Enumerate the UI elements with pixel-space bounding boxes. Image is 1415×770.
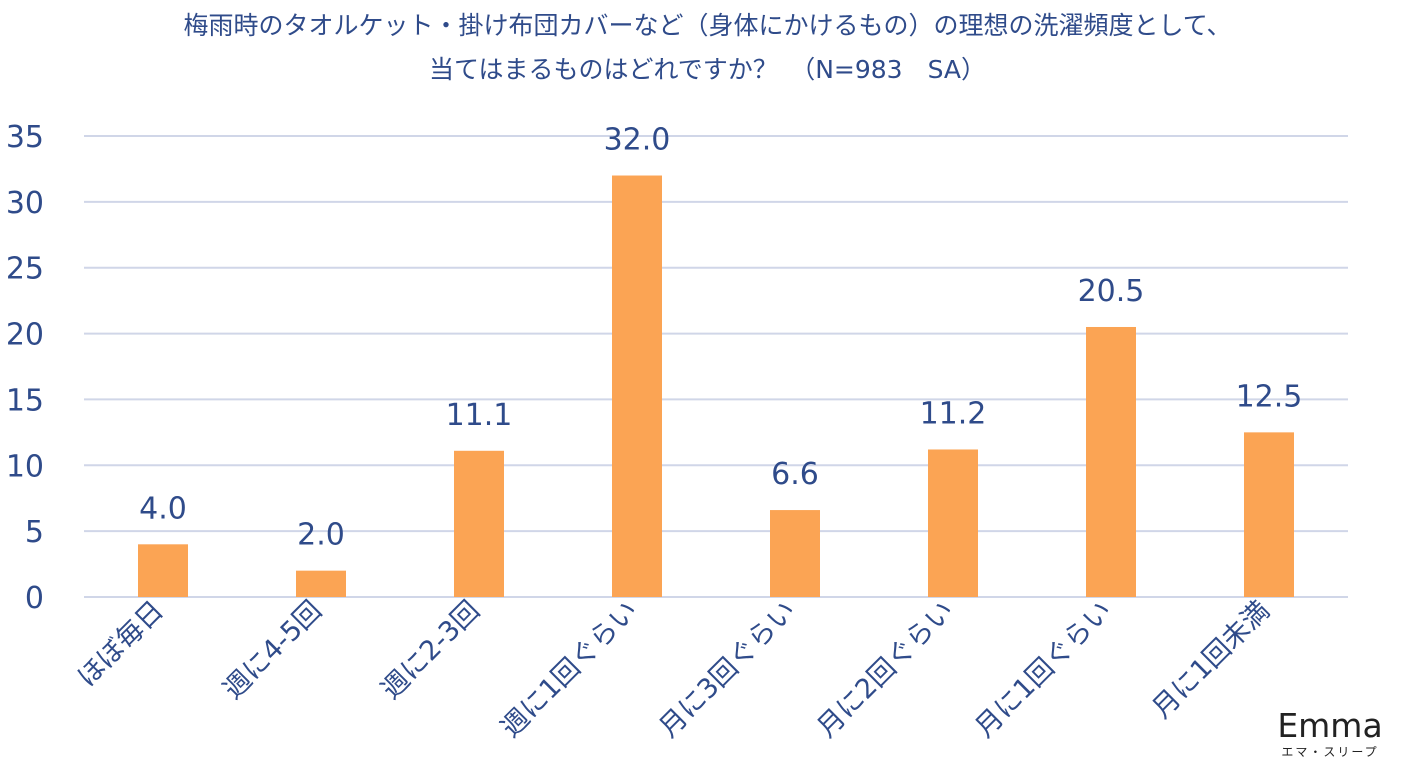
data-label: 11.1 <box>446 398 513 433</box>
chart-title-line-1: 梅雨時のタオルケット・掛け布団カバーなど（身体にかけるもの）の理想の洗濯頻度とし… <box>183 11 1232 40</box>
bar <box>612 175 662 597</box>
data-label: 20.5 <box>1078 274 1145 309</box>
x-axis-ticks: ほぼ毎日 週に4-5回 週に2-3回 週に1回ぐらい 月に3回ぐらい 月に2回ぐらい 月に1… <box>72 595 1276 744</box>
data-label: 11.2 <box>920 396 987 431</box>
x-tick-label: 週に1回ぐらい <box>495 595 644 744</box>
bar <box>138 544 188 597</box>
data-labels: 4.0 2.0 11.1 32.0 6.6 11.2 20.5 12.5 <box>139 123 1302 553</box>
x-tick-label: 週に4-5回 <box>218 595 328 705</box>
bar <box>296 570 346 597</box>
x-tick-label: 月に1回ぐらい <box>969 595 1118 744</box>
y-tick-label: 5 <box>25 515 44 550</box>
bar <box>770 510 820 597</box>
y-axis-ticks: 0 5 10 15 20 25 30 35 <box>6 120 44 616</box>
y-tick-label: 15 <box>6 383 44 418</box>
chart-title: 梅雨時のタオルケット・掛け布団カバーなど（身体にかけるもの）の理想の洗濯頻度とし… <box>0 4 1415 92</box>
logo-wordmark: Emma <box>1277 706 1383 745</box>
bar <box>454 450 504 597</box>
bar <box>928 449 978 597</box>
data-label: 12.5 <box>1236 379 1303 414</box>
y-tick-label: 0 <box>25 581 44 616</box>
x-tick-label: 月に3回ぐらい <box>653 595 802 744</box>
bar <box>1244 432 1294 597</box>
x-tick-label: 月に1回未満 <box>1146 595 1276 725</box>
logo-subtitle: エマ・スリープ <box>1281 745 1379 759</box>
y-tick-label: 10 <box>6 449 44 484</box>
data-label: 2.0 <box>297 518 345 553</box>
y-tick-label: 30 <box>6 186 44 221</box>
chart-title-line-2: 当てはまるものはどれですか？ （N=983 SA） <box>428 55 987 84</box>
data-label: 32.0 <box>604 123 671 158</box>
y-tick-label: 35 <box>6 120 44 155</box>
brand-logo: Emma エマ・スリープ <box>1270 708 1390 760</box>
data-label: 6.6 <box>771 457 819 492</box>
gridlines <box>84 135 1348 598</box>
x-tick-label: ほぼ毎日 <box>72 595 170 693</box>
data-label: 4.0 <box>139 491 187 526</box>
y-tick-label: 20 <box>6 318 44 353</box>
y-tick-label: 25 <box>6 252 44 287</box>
bars <box>138 175 1294 597</box>
x-tick-label: 週に2-3回 <box>376 595 486 705</box>
x-tick-label: 月に2回ぐらい <box>811 595 960 744</box>
bar <box>1086 326 1136 597</box>
